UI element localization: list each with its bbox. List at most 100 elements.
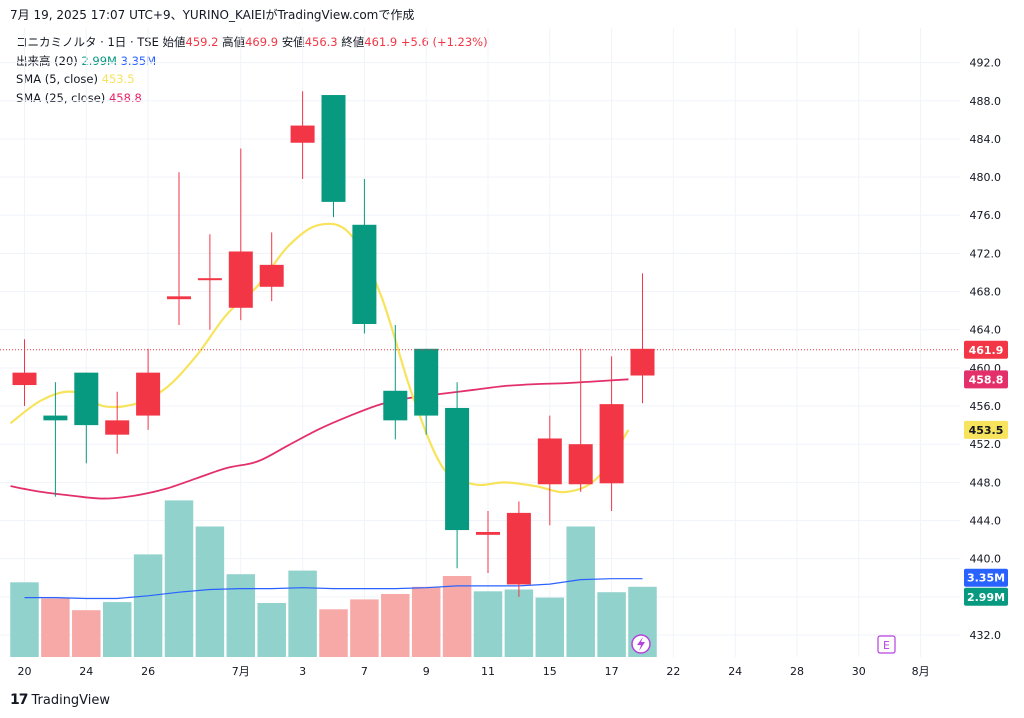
- y-tick-label: 452.0: [970, 438, 1002, 451]
- volume-bar: [72, 610, 101, 657]
- volume-ma-line: [24, 578, 643, 600]
- volume-bar: [350, 599, 379, 657]
- y-tick-label: 444.0: [970, 515, 1002, 528]
- candle-body: [12, 372, 37, 386]
- sma-lines: [9, 222, 630, 500]
- y-tick-label: 448.0: [970, 476, 1002, 489]
- candle-body: [228, 251, 253, 308]
- low-label: 安値: [281, 35, 305, 49]
- tradingview-logo-icon: 17: [10, 692, 29, 708]
- x-axis[interactable]: 20 24 26 7月 3 7 9 11 15 17 22 24 28 30 8月: [18, 665, 930, 678]
- y-tick-label: 432.0: [970, 629, 1002, 642]
- volume-bar: [133, 554, 163, 657]
- high-value: 469.9: [245, 35, 279, 49]
- tradingview-logo[interactable]: 17 TradingView: [10, 692, 110, 708]
- price-label-box: [964, 370, 1008, 389]
- chart-legend: コニカミノルタ · 1日 · TSE 始値459.2 高値469.9 安値456…: [16, 33, 488, 107]
- x-tick-label: 17: [605, 665, 619, 678]
- x-tick-label: 26: [141, 665, 155, 678]
- volume-bar: [442, 576, 472, 657]
- legend-symbol-row[interactable]: コニカミノルタ · 1日 · TSE 始値459.2 高値469.9 安値456…: [16, 33, 488, 52]
- sma5-value: 453.5: [101, 72, 135, 86]
- x-tick-label: 28: [790, 665, 804, 678]
- y-tick-label: 472.0: [970, 247, 1002, 260]
- candle-body: [476, 531, 500, 535]
- price-label-box: [964, 340, 1008, 359]
- candle-body: [445, 407, 470, 531]
- volume-ma-line: [24, 578, 643, 600]
- candle-body: [259, 264, 284, 287]
- y-tick-label: 488.0: [970, 95, 1002, 108]
- open-label: 始値: [162, 35, 186, 49]
- volume-bars: [10, 500, 657, 657]
- volume-bar: [257, 603, 286, 657]
- sma5-label: SMA (5, close): [16, 72, 98, 86]
- y-tick-label: 468.0: [970, 286, 1002, 299]
- volume-label-text: 3.35M: [967, 572, 1005, 585]
- earnings-marker-icon: [877, 635, 896, 654]
- volume-bar: [195, 526, 225, 657]
- candle-body: [568, 444, 593, 485]
- volume-bar: [319, 609, 348, 657]
- close-label: 終値: [341, 35, 365, 49]
- x-tick-label: 11: [481, 665, 495, 678]
- tradingview-brand-text: TradingView: [31, 692, 111, 708]
- candle-body: [537, 438, 562, 485]
- high-label: 高値: [222, 35, 246, 49]
- candle-body: [136, 372, 161, 416]
- candle-body: [105, 420, 130, 435]
- candle-body: [414, 348, 439, 416]
- volume-value-1: 2.99M: [81, 53, 117, 68]
- x-tick-label: 7月: [232, 665, 250, 678]
- candle-body: [167, 296, 191, 300]
- volume-bar: [10, 582, 39, 657]
- x-tick-label: 24: [79, 665, 93, 678]
- volume-label-text: 2.99M: [967, 591, 1005, 604]
- volume-bar: [566, 526, 595, 657]
- y-tick-label: 476.0: [970, 209, 1002, 222]
- volume-bar: [41, 598, 70, 657]
- candle-body: [506, 512, 531, 585]
- chart-header: 7月 19, 2025 17:07 UTC+9、YURINO_KAIEIがTra…: [10, 8, 415, 22]
- change-value: +5.6 (+1.23%): [400, 35, 488, 49]
- sma5-line: [9, 222, 630, 494]
- lightning-icon: [637, 637, 645, 651]
- y-tick-label: 456.0: [970, 400, 1002, 413]
- volume-label-box: [964, 568, 1008, 587]
- candle-body: [599, 404, 624, 484]
- legend-volume-row[interactable]: 出来高 (20) 2.99M 3.35M: [16, 52, 488, 71]
- price-label-box: [964, 420, 1008, 439]
- y-axis[interactable]: 432.0440.0444.0448.0452.0456.0460.0464.0…: [964, 57, 1008, 642]
- x-tick-label: 30: [852, 665, 866, 678]
- candle-body: [43, 415, 68, 421]
- candle-body: [352, 224, 377, 324]
- volume-bar: [504, 589, 534, 657]
- symbol-title: コニカミノルタ · 1日 · TSE: [16, 35, 159, 49]
- close-value: 461.9: [364, 35, 398, 49]
- volume-bar: [535, 597, 565, 657]
- x-tick-label: 3: [299, 665, 306, 678]
- x-tick-label: 22: [666, 665, 680, 678]
- x-tick-label: 7: [361, 665, 368, 678]
- candle-body: [383, 390, 408, 421]
- volume-label-box: [964, 587, 1008, 606]
- candle-body: [197, 278, 222, 281]
- volume-bar: [226, 574, 256, 657]
- price-label-text: 453.5: [969, 424, 1004, 437]
- x-tick-label: 8月: [912, 665, 930, 678]
- open-value: 459.2: [185, 35, 219, 49]
- volume-bar: [473, 591, 503, 657]
- candles: [0, 91, 960, 597]
- candle-body: [74, 372, 99, 426]
- y-tick-label: 492.0: [970, 57, 1002, 70]
- y-tick-label: 464.0: [970, 324, 1002, 337]
- volume-bar: [597, 592, 626, 657]
- volume-bar: [164, 500, 194, 657]
- x-tick-label: 9: [423, 665, 430, 678]
- price-label-text: 461.9: [969, 344, 1004, 357]
- event-markers[interactable]: E: [631, 634, 896, 654]
- sma25-line: [10, 378, 629, 500]
- low-value: 456.3: [304, 35, 338, 49]
- legend-sma5-row[interactable]: SMA (5, close) 453.5: [16, 70, 488, 89]
